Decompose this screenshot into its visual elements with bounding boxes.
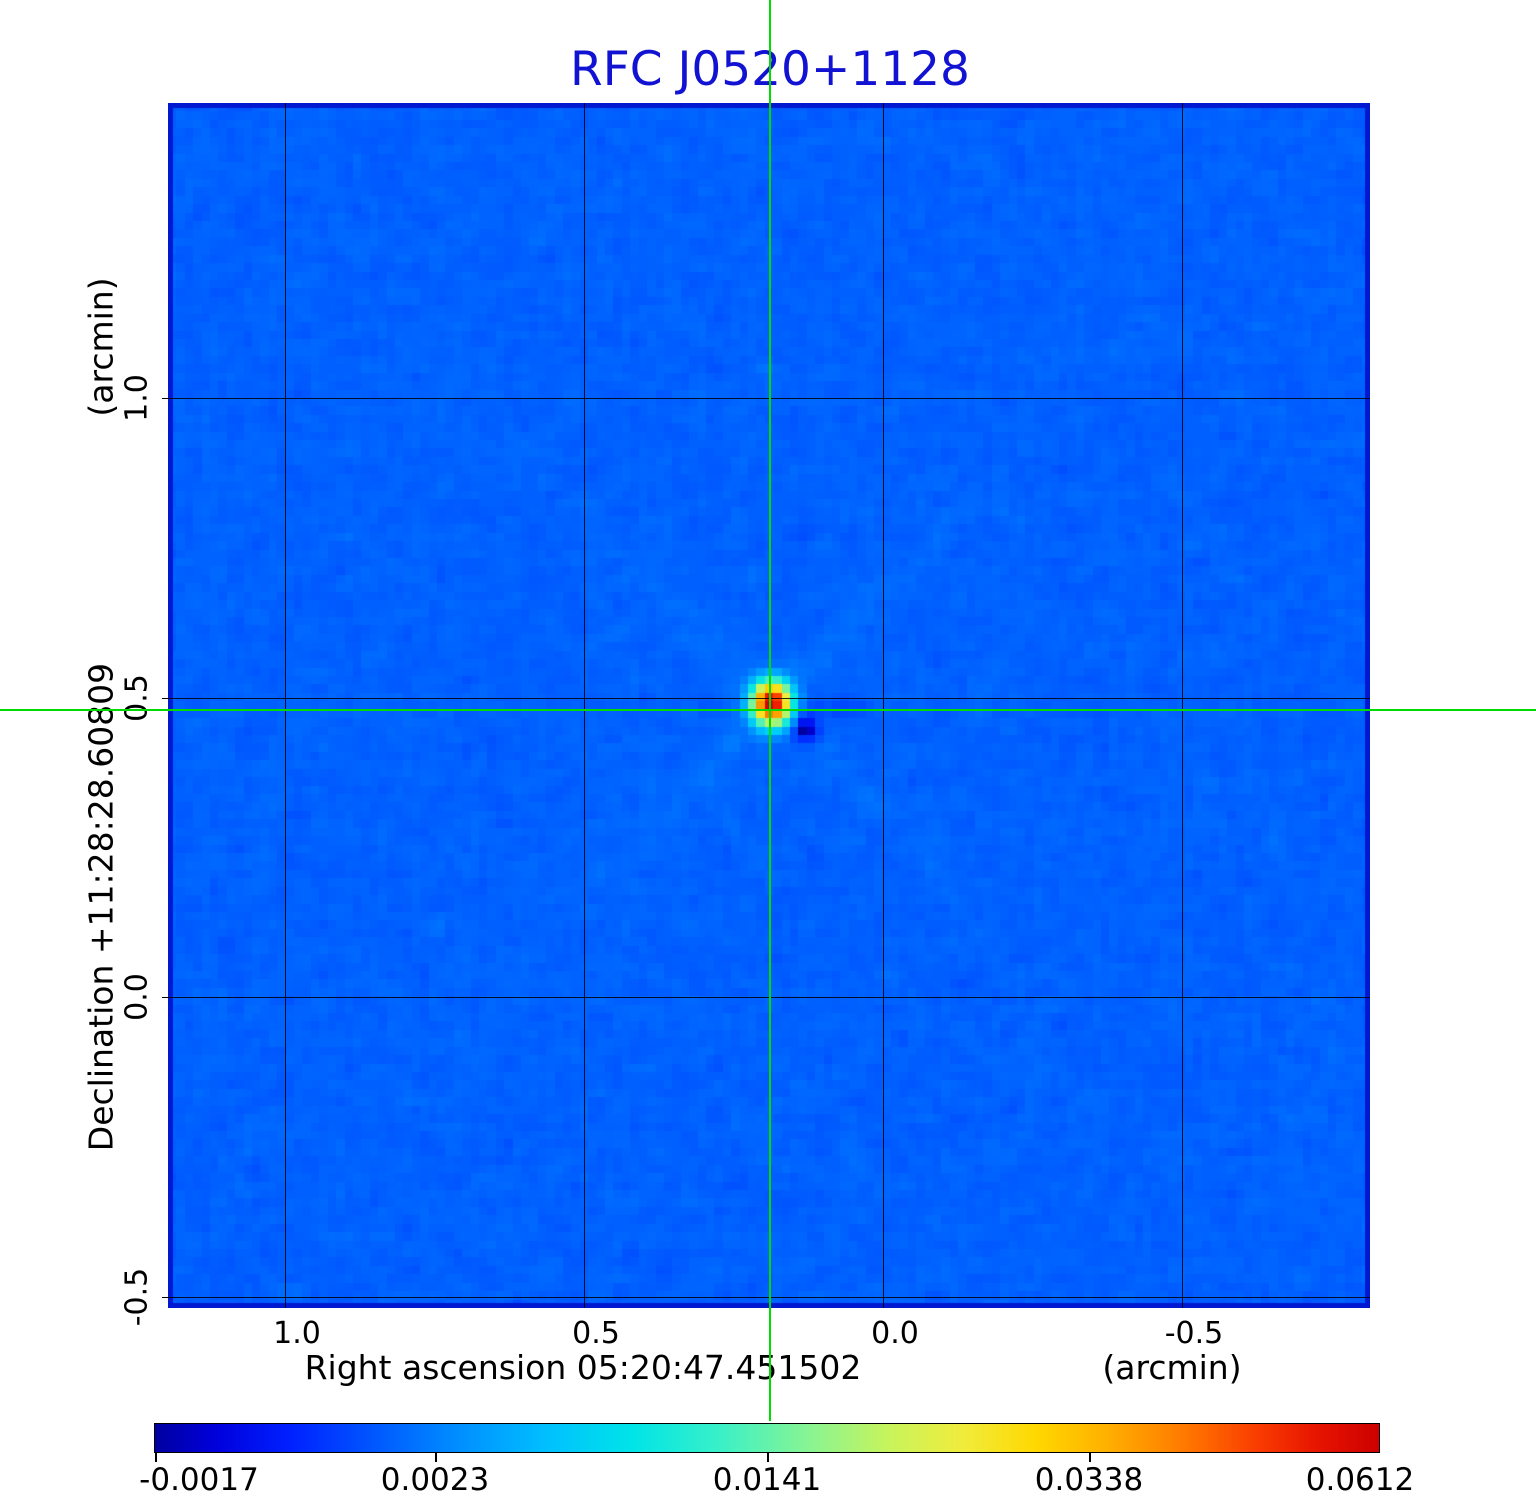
x-tick-label: 0.0 <box>871 1316 919 1351</box>
y-axis-tick-mark <box>162 698 168 699</box>
colorbar-label: 0.0141 <box>712 1462 822 1498</box>
gridline-vertical <box>285 103 286 1308</box>
y-axis-label-declination: Declination +11:28:28.60809 <box>81 662 121 1152</box>
y-tick-label: 1.0 <box>119 374 155 422</box>
y-tick-label: 0.0 <box>119 973 155 1021</box>
colorbar-label: -0.0017 <box>139 1462 259 1498</box>
y-axis-tick-mark <box>162 1297 168 1298</box>
crosshair-horizontal-line <box>0 709 1536 711</box>
gridline-vertical <box>883 103 884 1308</box>
x-axis-label-right-ascension: Right ascension 05:20:47.451502 <box>304 1348 862 1387</box>
colorbar-tick-mark <box>1089 1453 1091 1462</box>
y-tick-label: -0.5 <box>119 1267 155 1327</box>
colorbar-label: 0.0023 <box>380 1462 490 1498</box>
colorbar-tick-mark <box>767 1453 769 1462</box>
y-axis-label-unit: (arcmin) <box>81 277 121 417</box>
x-tick-label: -0.5 <box>1164 1316 1224 1351</box>
colorbar-label: 0.0338 <box>1034 1462 1144 1498</box>
colorbar-label: 0.0612 <box>1305 1462 1415 1498</box>
gridline-vertical <box>1182 103 1183 1308</box>
gridline-vertical <box>584 103 585 1308</box>
x-axis-label-unit: (arcmin) <box>1102 1348 1242 1387</box>
x-tick-label: 1.0 <box>273 1316 321 1351</box>
colorbar-tick-mark <box>435 1453 437 1462</box>
y-axis-tick-mark <box>162 398 168 399</box>
y-axis-tick-mark <box>162 997 168 998</box>
colorbar-tick-mark <box>155 1453 157 1462</box>
x-tick-label: 0.5 <box>572 1316 620 1351</box>
page-title: RFC J0520+1128 <box>570 42 970 97</box>
y-tick-label: 0.5 <box>119 674 155 722</box>
colorbar <box>154 1423 1380 1453</box>
